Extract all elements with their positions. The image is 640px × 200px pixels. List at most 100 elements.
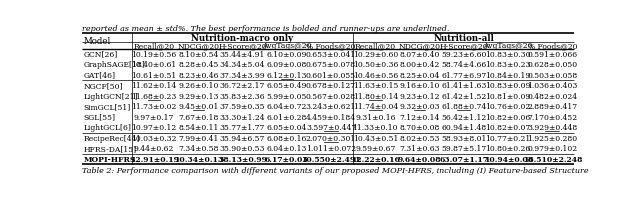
Text: 63.07±1.17: 63.07±1.17 [439, 155, 488, 163]
Text: LightGCL[6]: LightGCL[6] [84, 124, 132, 132]
Text: 35.83±2.36: 35.83±2.36 [220, 92, 266, 100]
Text: 10.82±0.06: 10.82±0.06 [486, 113, 531, 121]
Text: 6.01±0.28: 6.01±0.28 [267, 113, 307, 121]
Text: 37.59±0.35: 37.59±0.35 [220, 103, 266, 111]
Text: 9.29±0.13: 9.29±0.13 [178, 92, 218, 100]
Text: NDCG@20: NDCG@20 [399, 42, 440, 50]
Text: 9.23±0.12: 9.23±0.12 [399, 92, 440, 100]
Text: 7.99±0.41: 7.99±0.41 [178, 134, 218, 142]
Text: 7.31±0.63: 7.31±0.63 [399, 145, 440, 153]
Text: 3.243±0.621: 3.243±0.621 [306, 103, 356, 111]
Text: Nutrition-all: Nutrition-all [433, 34, 494, 43]
Text: 0.567±0.028: 0.567±0.028 [306, 92, 356, 100]
Text: 6.05±0.04: 6.05±0.04 [267, 124, 307, 132]
Text: 10.43±0.51: 10.43±0.51 [353, 134, 398, 142]
Text: 6.05±0.49: 6.05±0.49 [267, 82, 307, 90]
Text: 59.87±5.17: 59.87±5.17 [441, 145, 486, 153]
Text: 8.00±0.42: 8.00±0.42 [399, 61, 440, 69]
Text: 9.45±0.01: 9.45±0.01 [178, 103, 218, 111]
Text: 11.62±0.14: 11.62±0.14 [131, 82, 177, 90]
Text: 11.73±0.02: 11.73±0.02 [131, 103, 177, 111]
Text: H-Score@20: H-Score@20 [440, 42, 488, 50]
Text: 0.591±0.066: 0.591±0.066 [527, 51, 577, 58]
Text: Recall@20: Recall@20 [355, 42, 396, 50]
Text: GAT[46]: GAT[46] [84, 71, 116, 79]
Text: 8.54±0.11: 8.54±0.11 [178, 124, 218, 132]
Text: 33.30±1.24: 33.30±1.24 [220, 113, 266, 121]
Text: 10.40±0.61: 10.40±0.61 [131, 61, 177, 69]
Text: AvgTags@20: AvgTags@20 [262, 42, 312, 50]
Text: 10.80±0.26: 10.80±0.26 [486, 145, 531, 153]
Text: 10.46±0.56: 10.46±0.56 [353, 71, 398, 79]
Text: 6.04±0.72: 6.04±0.72 [267, 103, 307, 111]
Text: 10.03±0.32: 10.03±0.32 [131, 134, 177, 142]
Text: 9.32±0.03: 9.32±0.03 [399, 103, 440, 111]
Text: 11.74±0.04: 11.74±0.04 [353, 103, 398, 111]
Text: 9.31±0.16: 9.31±0.16 [355, 113, 396, 121]
Text: 35.90±0.53: 35.90±0.53 [220, 145, 266, 153]
Text: SimGCL[51]: SimGCL[51] [84, 103, 131, 111]
Text: 11.68±0.23: 11.68±0.23 [131, 92, 177, 100]
Text: 10.83±0.23: 10.83±0.23 [485, 61, 531, 69]
Text: 6.10±0.09: 6.10±0.09 [267, 51, 307, 58]
Text: 8.10±0.54: 8.10±0.54 [178, 51, 218, 58]
Text: 38.13±0.99: 38.13±0.99 [218, 155, 267, 163]
Text: 3.597±0.447: 3.597±0.447 [306, 124, 356, 132]
Text: 37.34±3.99: 37.34±3.99 [220, 71, 266, 79]
Text: 12.22±0.16: 12.22±0.16 [351, 155, 400, 163]
Text: RecipeRec[44]: RecipeRec[44] [84, 134, 140, 142]
Text: 8.02±0.53: 8.02±0.53 [399, 134, 440, 142]
Text: 8.28±0.45: 8.28±0.45 [178, 61, 218, 69]
Text: 10.97±0.12: 10.97±0.12 [131, 124, 177, 132]
Text: 36.72±2.17: 36.72±2.17 [220, 82, 265, 90]
Text: 10.550±2.491: 10.550±2.491 [301, 155, 361, 163]
Text: 0.675±0.078: 0.675±0.078 [306, 61, 356, 69]
Text: Recall@20: Recall@20 [134, 42, 175, 50]
Text: % Foods@20: % Foods@20 [527, 42, 577, 50]
Text: 10.83±0.30: 10.83±0.30 [485, 51, 531, 58]
Text: 10.84±0.19: 10.84±0.19 [486, 71, 531, 79]
Text: 61.88±0.74: 61.88±0.74 [441, 103, 486, 111]
Text: 61.41±1.63: 61.41±1.63 [441, 82, 486, 90]
Text: 10.50±0.36: 10.50±0.36 [353, 61, 398, 69]
Text: H-Score@20: H-Score@20 [218, 42, 267, 50]
Text: 9.64±0.08: 9.64±0.08 [398, 155, 442, 163]
Text: 10.82±0.07: 10.82±0.07 [486, 124, 531, 132]
Text: 58.93±8.01: 58.93±8.01 [441, 134, 486, 142]
Text: 3.929±0.448: 3.929±0.448 [527, 124, 577, 132]
Text: 35.44±4.91: 35.44±4.91 [220, 51, 265, 58]
Text: 60.94±1.48: 60.94±1.48 [441, 124, 486, 132]
Text: 10.61±0.51: 10.61±0.51 [131, 71, 177, 79]
Text: 56.42±1.12: 56.42±1.12 [441, 113, 486, 121]
Text: 0.601±0.055: 0.601±0.055 [306, 71, 356, 79]
Text: 34.34±5.04: 34.34±5.04 [220, 61, 266, 69]
Text: 61.77±6.97: 61.77±6.97 [441, 71, 486, 79]
Text: 16.510±2.248: 16.510±2.248 [523, 155, 582, 163]
Text: 9.59±0.67: 9.59±0.67 [355, 145, 396, 153]
Text: 7.170±0.452: 7.170±0.452 [527, 113, 577, 121]
Text: 7.67±0.18: 7.67±0.18 [178, 113, 218, 121]
Text: Table 2: Performance comparison with different variants of our proposed MOPI-HFR: Table 2: Performance comparison with dif… [81, 166, 588, 174]
Text: 10.34±0.13: 10.34±0.13 [173, 155, 223, 163]
Text: GraphSAGE[18]: GraphSAGE[18] [84, 61, 146, 69]
Text: 0.482±0.024: 0.482±0.024 [527, 92, 577, 100]
Text: 10.94±0.08: 10.94±0.08 [484, 155, 532, 163]
Text: 9.97±0.17: 9.97±0.17 [134, 113, 174, 121]
Text: 10.29±0.60: 10.29±0.60 [353, 51, 398, 58]
Text: 8.07±0.40: 8.07±0.40 [399, 51, 440, 58]
Text: 6.08±0.16: 6.08±0.16 [267, 134, 307, 142]
Text: 8.23±0.46: 8.23±0.46 [178, 71, 218, 79]
Text: reported as mean ± std%. The best performance is bolded and runner-ups are under: reported as mean ± std%. The best perfor… [81, 25, 449, 33]
Text: MOPI-HFRS: MOPI-HFRS [84, 155, 136, 163]
Text: 0.628±0.050: 0.628±0.050 [527, 61, 577, 69]
Text: 1.036±0.403: 1.036±0.403 [527, 82, 577, 90]
Text: 8.70±0.08: 8.70±0.08 [399, 124, 440, 132]
Text: LightGCN[21]: LightGCN[21] [84, 92, 138, 100]
Text: 1.925±0.280: 1.925±0.280 [527, 134, 577, 142]
Text: 0.678±0.127: 0.678±0.127 [306, 82, 356, 90]
Text: 2.070±0.301: 2.070±0.301 [306, 134, 356, 142]
Text: 8.25±0.04: 8.25±0.04 [399, 71, 440, 79]
Text: 11.33±0.10: 11.33±0.10 [353, 124, 398, 132]
Text: 2.889±0.417: 2.889±0.417 [527, 103, 577, 111]
Text: 6.09±0.08: 6.09±0.08 [267, 61, 307, 69]
